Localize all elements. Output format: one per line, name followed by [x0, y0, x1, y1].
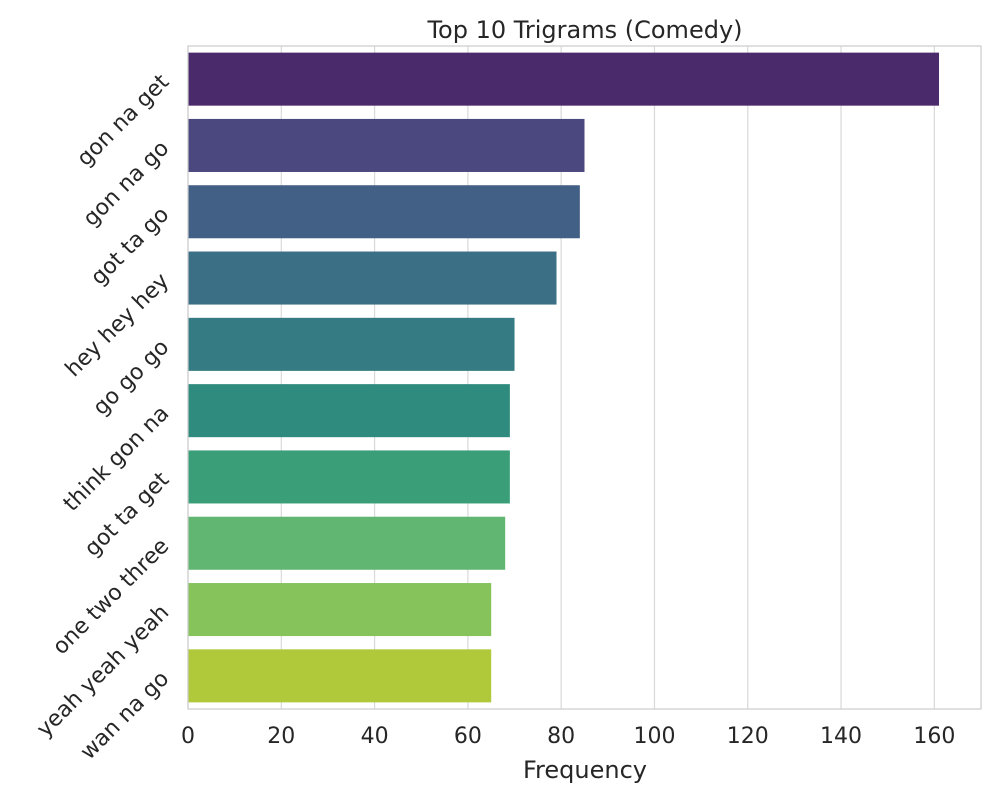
y-tick-label: one two three	[48, 534, 174, 660]
bar	[188, 251, 557, 305]
x-tick-label: 140	[820, 724, 862, 749]
bar	[188, 118, 585, 172]
bar	[188, 384, 510, 438]
x-tick-label: 60	[454, 724, 482, 749]
plot-frame	[187, 45, 982, 710]
chart-title: Top 10 Trigrams (Comedy)	[426, 16, 742, 44]
bar	[188, 185, 580, 239]
x-tick-label: 0	[181, 724, 195, 749]
bars	[188, 52, 940, 703]
bar	[188, 649, 492, 703]
x-tick-label: 80	[547, 724, 575, 749]
bar	[188, 450, 510, 504]
x-tick-label: 100	[633, 724, 675, 749]
x-tick-label: 120	[727, 724, 769, 749]
x-axis-ticks: 0 20 40 60 80 100 120 140 160	[181, 724, 955, 749]
bar	[188, 583, 492, 637]
bar	[188, 52, 940, 106]
bar	[188, 317, 515, 371]
x-tick-label: 20	[267, 724, 295, 749]
bar	[188, 516, 506, 570]
x-tick-label: 160	[913, 724, 955, 749]
x-tick-label: 40	[361, 724, 389, 749]
x-axis-label: Frequency	[523, 756, 647, 784]
